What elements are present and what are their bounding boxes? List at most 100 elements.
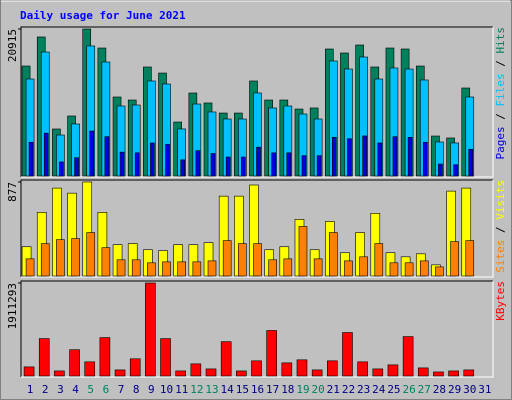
- bar: [362, 135, 367, 177]
- x-tick-label: 14: [221, 383, 235, 396]
- x-tick-label: 27: [418, 383, 431, 396]
- x-tick-label: 22: [342, 383, 355, 396]
- legend-entry: Visits: [494, 180, 507, 220]
- bar: [286, 152, 292, 177]
- bar: [468, 148, 474, 177]
- bar: [357, 361, 368, 377]
- bar: [389, 262, 399, 277]
- x-tick-label: 17: [266, 383, 279, 396]
- bar: [114, 369, 126, 377]
- legend: Sites / Visits: [494, 180, 507, 273]
- bar: [222, 240, 232, 277]
- bar: [344, 260, 353, 277]
- bar: [387, 364, 399, 377]
- legend: Pages / Files / Hits: [494, 27, 507, 160]
- panel-shadow: [20, 179, 493, 277]
- bar: [195, 150, 201, 177]
- bar: [438, 163, 443, 177]
- x-tick-label: 29: [448, 383, 461, 396]
- x-tick-label: 7: [118, 383, 125, 396]
- y-tick-label: 1911293: [6, 283, 19, 329]
- bar: [23, 366, 35, 377]
- bar: [419, 260, 429, 277]
- bar: [253, 243, 262, 277]
- x-tick-label: 25: [387, 383, 400, 396]
- bar: [377, 142, 383, 177]
- bar: [316, 155, 322, 177]
- bar: [313, 258, 323, 277]
- bar: [465, 240, 475, 277]
- panel-highlight: [21, 27, 494, 178]
- bar: [101, 247, 111, 277]
- bar: [329, 232, 338, 277]
- x-tick-label: 28: [433, 383, 446, 396]
- x-tick-label: 12: [190, 383, 203, 396]
- x-tick-label: 4: [72, 383, 79, 396]
- bar: [404, 262, 414, 277]
- bar: [131, 259, 141, 277]
- bar: [453, 164, 458, 177]
- bar: [190, 363, 202, 377]
- legend-entry: Pages: [494, 126, 507, 159]
- x-tick-label: 21: [327, 383, 340, 396]
- bar: [311, 369, 323, 377]
- x-tick-label: 26: [402, 383, 415, 396]
- bar: [281, 362, 293, 377]
- x-tick-label: 2: [42, 383, 49, 396]
- x-tick-label: 16: [251, 383, 264, 396]
- bar: [417, 367, 429, 377]
- x-tick-label: 13: [205, 383, 218, 396]
- x-tick-label: 19: [296, 383, 309, 396]
- bar: [205, 368, 217, 377]
- bar: [129, 358, 141, 377]
- bar: [99, 337, 111, 377]
- legend-entry: Hits: [494, 27, 507, 54]
- bar: [236, 370, 247, 377]
- legend-separator: /: [494, 220, 507, 240]
- bar: [84, 361, 96, 377]
- x-tick-label: 15: [236, 383, 249, 396]
- x-tick-label: 20: [312, 383, 325, 396]
- bar: [359, 256, 368, 277]
- bar: [86, 232, 96, 277]
- bar: [192, 261, 202, 277]
- x-tick-label: 9: [148, 383, 155, 396]
- bar: [210, 153, 216, 177]
- bar: [116, 259, 126, 277]
- bar: [301, 155, 307, 177]
- bar: [89, 130, 95, 177]
- bar: [266, 330, 277, 377]
- x-tick-label: 24: [372, 383, 386, 396]
- bar: [327, 360, 338, 377]
- panel-highlight: [21, 180, 494, 278]
- bar: [450, 241, 459, 277]
- bar: [71, 238, 80, 277]
- panel-highlight: [21, 281, 494, 378]
- bar: [392, 136, 398, 177]
- y-tick-label: 20915: [6, 29, 19, 62]
- bar: [207, 260, 217, 277]
- bar: [374, 243, 384, 277]
- bar: [256, 146, 261, 177]
- bar: [283, 258, 293, 277]
- x-tick-label: 23: [357, 383, 370, 396]
- bar: [433, 371, 444, 377]
- bar: [162, 261, 171, 277]
- panel-shadow: [20, 280, 493, 377]
- bar: [407, 137, 413, 177]
- legend-separator: /: [494, 107, 507, 127]
- bar: [28, 141, 34, 177]
- bar: [268, 259, 277, 277]
- legend: KBytes: [494, 281, 507, 321]
- bar: [74, 157, 79, 177]
- bar: [241, 156, 246, 177]
- bar: [56, 239, 65, 277]
- bar: [43, 132, 49, 177]
- bar: [448, 370, 459, 377]
- bar: [342, 332, 353, 377]
- bar: [25, 258, 35, 277]
- bar: [220, 341, 232, 377]
- x-tick-label: 6: [103, 383, 110, 396]
- bar: [160, 338, 171, 377]
